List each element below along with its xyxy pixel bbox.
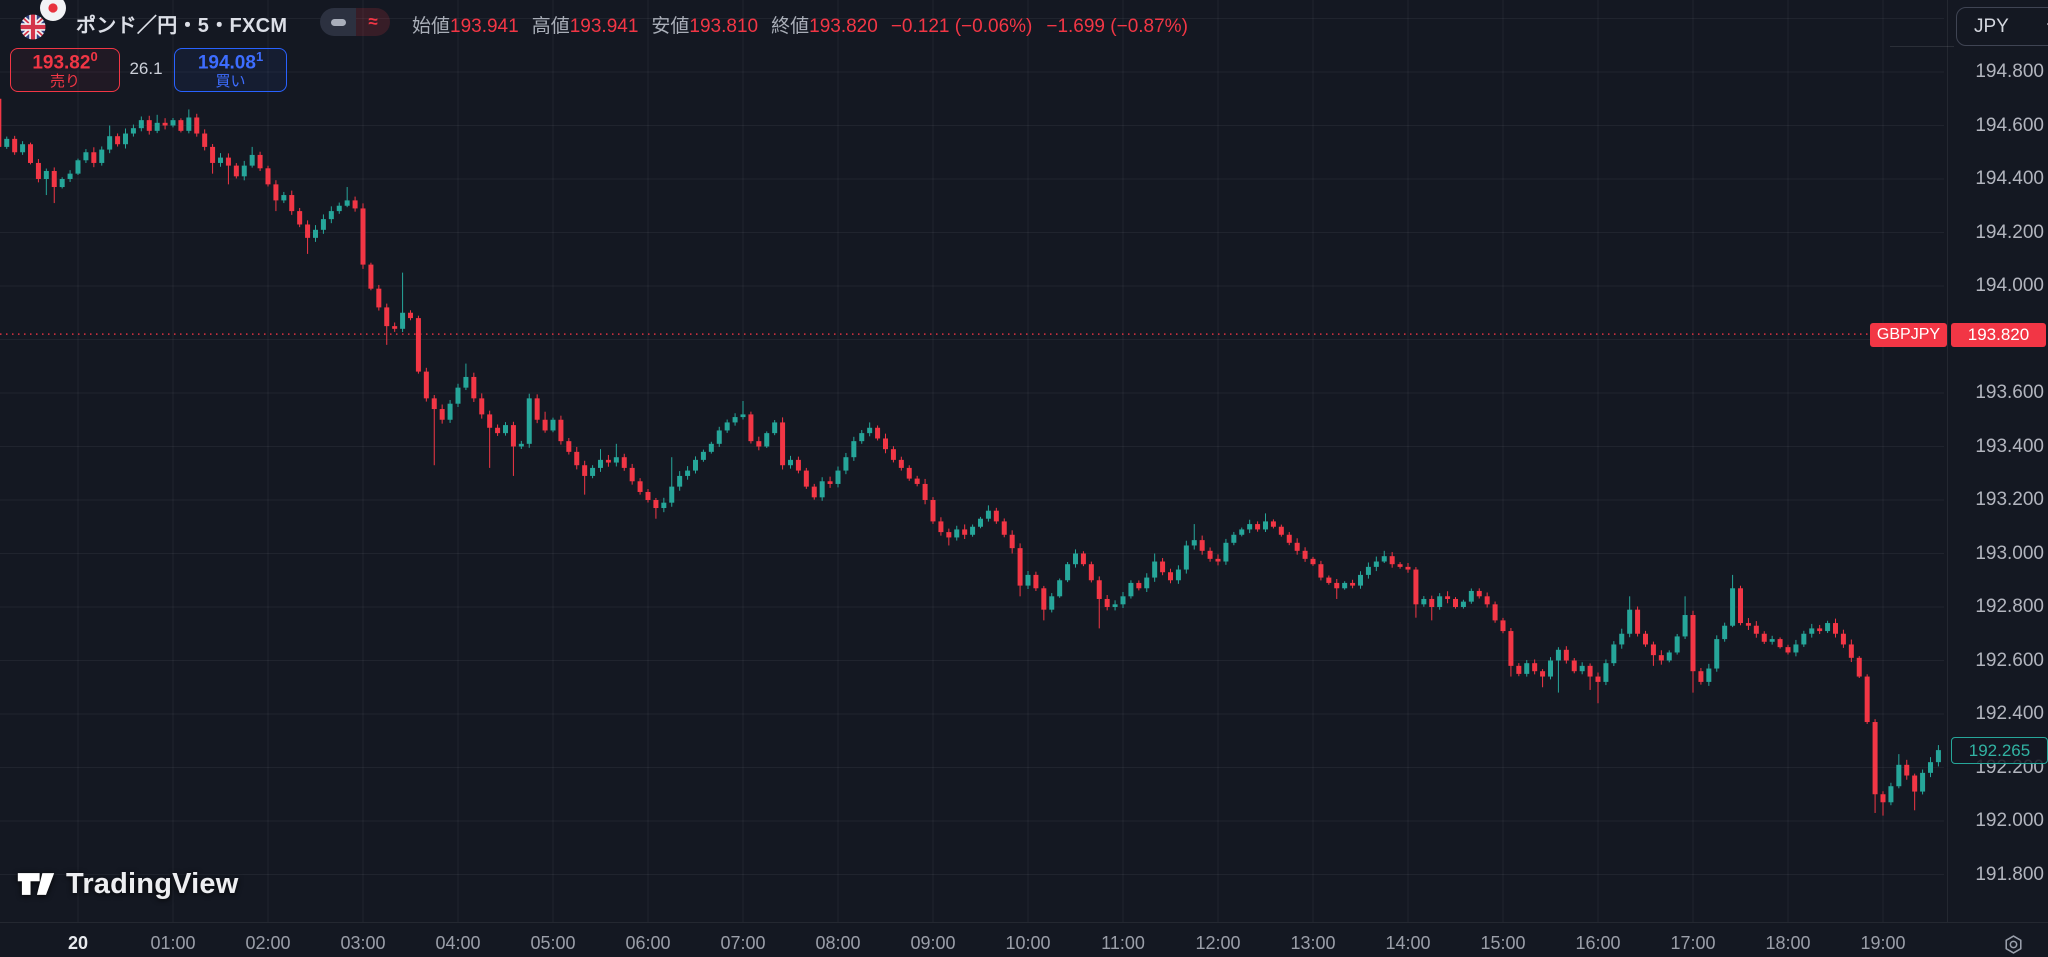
time-axis-label: 12:00 (1195, 933, 1241, 953)
price-axis-label: 193.600 (1975, 382, 2044, 403)
time-axis-label: 17:00 (1670, 933, 1716, 953)
price-axis-label: 194.400 (1975, 168, 2044, 189)
axis-top-separator (1890, 46, 1954, 47)
approx-waves-icon: ≈ (368, 11, 378, 31)
time-axis-label: 16:00 (1575, 933, 1621, 953)
buy-price-sup: 1 (255, 48, 264, 64)
time-axis-separator (0, 922, 2048, 923)
ohlc-legend: 始値193.941 高値193.941 安値193.810 終値193.820 −0.1… (412, 11, 1202, 38)
time-axis-label: 03:00 (340, 933, 386, 953)
grid-layer (0, 0, 1944, 922)
candle-body-icon (330, 18, 346, 26)
chart-style-toggle[interactable]: ≈ (320, 8, 390, 36)
time-axis-label: 18:00 (1765, 933, 1811, 953)
time-axis-label: 09:00 (910, 933, 956, 953)
time-axis-label: 06:00 (625, 933, 671, 953)
spread-value: 26.1 (129, 59, 163, 78)
candles-layer (0, 98, 1941, 816)
high-label: 高値 (531, 16, 570, 37)
open-value: 193.941 (450, 16, 519, 37)
price-axis-label: 194.600 (1975, 114, 2044, 136)
candlestick-chart[interactable] (0, 0, 1944, 922)
time-axis-label: 04:00 (435, 933, 481, 953)
tradingview-logo-text: TradingView (66, 867, 239, 900)
tradingview-mark-icon (17, 873, 55, 895)
buy-price: 194.08 (197, 52, 256, 74)
price-line-price-label: 193.820 (1951, 323, 2046, 347)
gbp-jpy-flags-icon (16, 0, 68, 42)
price-axis-label: 193.400 (1975, 435, 2044, 457)
price-axis-label: 193.000 (1975, 542, 2044, 564)
low-value: 193.810 (689, 16, 759, 37)
time-axis-label: 02:00 (245, 933, 291, 953)
low-label: 安値 (651, 16, 690, 37)
open-label: 始値 (412, 16, 451, 37)
price-axis-label: 192.600 (1975, 649, 2044, 671)
tradingview-logo[interactable]: TradingView (16, 866, 239, 902)
time-axis-day-label: 20 (67, 933, 89, 953)
time-axis-label: 01:00 (150, 933, 196, 953)
price-axis-label: 192.800 (1975, 596, 2044, 617)
change-cumulative-value: −1.699 (−0.87%) (1046, 16, 1188, 37)
price-axis-separator (1947, 0, 1948, 922)
last-price-label: 192.265 (1951, 737, 2048, 764)
close-value: 193.820 (809, 16, 878, 37)
sell-price: 193.82 (32, 52, 91, 74)
price-axis-label: 194.200 (1975, 221, 2044, 243)
buy-label: 買い (215, 73, 246, 91)
close-label: 終値 (771, 16, 810, 37)
currency-label: JPY (1974, 15, 2009, 37)
sell-price-sup: 0 (90, 48, 98, 64)
time-axis-label: 07:00 (720, 933, 766, 953)
change-value: −0.121 (−0.06%) (890, 16, 1033, 37)
price-axis[interactable]: 194.800 194.600 194.400 194.200 194.000 193.6… (1948, 0, 2048, 922)
price-axis-label: 192.000 (1975, 810, 2044, 831)
buy-button[interactable]: 194.081 買い (174, 48, 287, 92)
price-axis-label: 194.800 (1975, 61, 2044, 82)
time-axis-label: 08:00 (815, 933, 861, 953)
time-axis[interactable]: 20 01:00 02:00 03:00 04:00 05:00 06:00 07:00 08:… (0, 923, 2048, 956)
candles-style-segment[interactable] (320, 8, 356, 36)
sell-label: 売り (49, 73, 80, 91)
time-axis-label: 05:00 (530, 933, 576, 953)
symbol-title[interactable]: ポンド／円・5・FXCM (76, 15, 288, 37)
price-axis-label: 191.800 (1975, 863, 2044, 885)
sell-button[interactable]: 193.820 売り (10, 48, 120, 92)
currency-selector-button[interactable]: JPY (1956, 7, 2048, 46)
price-line-symbol-label: GBPJPY (1870, 323, 1947, 347)
axis-settings-gear-icon[interactable] (2000, 931, 2026, 957)
price-axis-label: 193.200 (1975, 489, 2044, 510)
high-value: 193.941 (569, 16, 639, 37)
time-axis-label: 13:00 (1290, 933, 1336, 953)
time-axis-label: 19:00 (1860, 933, 1906, 953)
time-axis-label: 14:00 (1385, 933, 1431, 953)
time-axis-label: 11:00 (1101, 933, 1145, 953)
price-axis-label: 192.400 (1975, 703, 2044, 724)
bid-ask-lines-segment[interactable]: ≈ (356, 8, 390, 36)
time-axis-label: 15:00 (1480, 933, 1526, 953)
time-axis-label: 10:00 (1005, 933, 1051, 953)
price-axis-label: 194.000 (1975, 275, 2044, 296)
